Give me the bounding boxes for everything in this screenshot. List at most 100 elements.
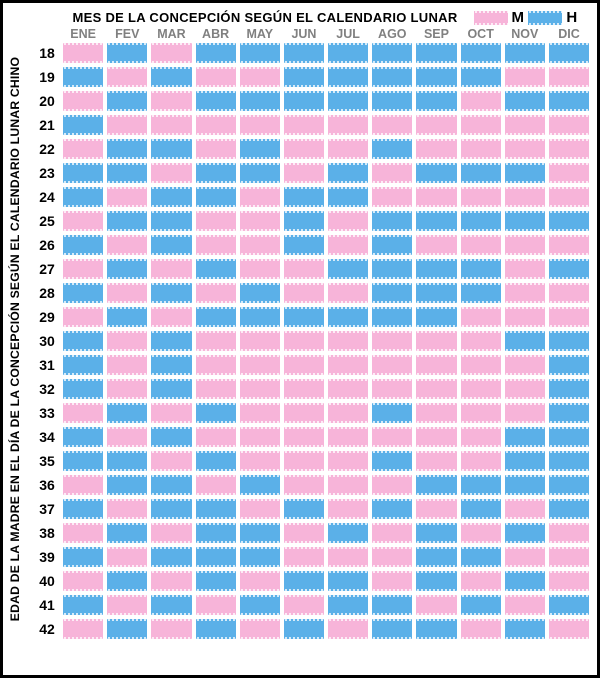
calendar-cell xyxy=(505,403,545,423)
calendar-cell xyxy=(549,379,589,399)
calendar-cell xyxy=(240,307,280,327)
age-row: 33 xyxy=(33,401,591,425)
calendar-cell xyxy=(461,115,501,135)
calendar-cell xyxy=(240,187,280,207)
calendar-cell xyxy=(416,379,456,399)
calendar-cell xyxy=(549,307,589,327)
calendar-cell xyxy=(461,67,501,87)
calendar-cell xyxy=(505,187,545,207)
calendar-cell xyxy=(63,283,103,303)
calendar-cell xyxy=(505,571,545,591)
calendar-cell xyxy=(240,619,280,639)
calendar-cell xyxy=(63,115,103,135)
calendar-cell xyxy=(151,379,191,399)
calendar-cell xyxy=(372,43,412,63)
age-label: 23 xyxy=(33,165,61,181)
age-row: 42 xyxy=(33,617,591,641)
calendar-cell xyxy=(107,163,147,183)
month-header: JUN xyxy=(282,27,326,41)
age-label: 38 xyxy=(33,525,61,541)
calendar-cell xyxy=(549,235,589,255)
calendar-cell xyxy=(107,595,147,615)
calendar-cell xyxy=(284,259,324,279)
calendar-cell xyxy=(63,211,103,231)
calendar-cell xyxy=(151,187,191,207)
calendar-cell xyxy=(240,475,280,495)
age-label: 24 xyxy=(33,189,61,205)
calendar-cell xyxy=(196,67,236,87)
calendar-cell xyxy=(284,91,324,111)
calendar-cell xyxy=(107,547,147,567)
calendar-cell xyxy=(63,499,103,519)
calendar-cell xyxy=(505,331,545,351)
age-row: 31 xyxy=(33,353,591,377)
calendar-cell xyxy=(505,91,545,111)
calendar-cell xyxy=(284,571,324,591)
calendar-cell xyxy=(240,499,280,519)
month-header: OCT xyxy=(459,27,503,41)
calendar-cell xyxy=(416,403,456,423)
calendar-cell xyxy=(107,259,147,279)
calendar-cell xyxy=(196,115,236,135)
calendar-cell xyxy=(549,115,589,135)
age-row: 41 xyxy=(33,593,591,617)
calendar-cell xyxy=(107,619,147,639)
calendar-cell xyxy=(240,139,280,159)
calendar-cell xyxy=(151,235,191,255)
age-row: 37 xyxy=(33,497,591,521)
calendar-cell xyxy=(372,475,412,495)
calendar-cell xyxy=(107,355,147,375)
legend-label-h: H xyxy=(566,9,577,26)
calendar-cell xyxy=(63,379,103,399)
calendar-cell xyxy=(240,571,280,591)
calendar-cell xyxy=(461,331,501,351)
calendar-cell xyxy=(505,283,545,303)
age-label: 27 xyxy=(33,261,61,277)
legend-swatch-h xyxy=(528,11,562,25)
age-label: 18 xyxy=(33,45,61,61)
calendar-cell xyxy=(549,139,589,159)
calendar-cell xyxy=(196,451,236,471)
calendar-cell xyxy=(107,139,147,159)
age-label: 30 xyxy=(33,333,61,349)
calendar-cell xyxy=(549,187,589,207)
age-row: 21 xyxy=(33,113,591,137)
calendar-frame: MES DE LA CONCEPCIÓN SEGÚN EL CALENDARIO… xyxy=(0,0,600,678)
calendar-cell xyxy=(328,331,368,351)
age-row: 20 xyxy=(33,89,591,113)
age-label: 41 xyxy=(33,597,61,613)
calendar-cell xyxy=(196,331,236,351)
calendar-cell xyxy=(240,523,280,543)
calendar-cell xyxy=(416,211,456,231)
calendar-cell xyxy=(416,259,456,279)
month-header: DIC xyxy=(547,27,591,41)
age-row: 27 xyxy=(33,257,591,281)
calendar-cell xyxy=(328,259,368,279)
calendar-cell xyxy=(416,427,456,447)
calendar-cell xyxy=(461,163,501,183)
calendar-cell xyxy=(328,307,368,327)
calendar-cell xyxy=(505,211,545,231)
age-row: 34 xyxy=(33,425,591,449)
calendar-cell xyxy=(196,43,236,63)
calendar-cell xyxy=(107,187,147,207)
calendar-cell xyxy=(372,163,412,183)
calendar-cell xyxy=(505,523,545,543)
calendar-cell xyxy=(240,163,280,183)
calendar-cell xyxy=(151,499,191,519)
calendar-cell xyxy=(151,355,191,375)
month-header: MAY xyxy=(238,27,282,41)
calendar-cell xyxy=(328,67,368,87)
month-header: MAR xyxy=(149,27,193,41)
calendar-cell xyxy=(63,475,103,495)
vertical-axis-label: EDAD DE LA MADRE EN EL DÍA DE LA CONCEPC… xyxy=(8,9,22,669)
calendar-cell xyxy=(284,547,324,567)
calendar-cell xyxy=(107,379,147,399)
calendar-cell xyxy=(63,595,103,615)
calendar-cell xyxy=(284,235,324,255)
calendar-cell xyxy=(196,523,236,543)
calendar-cell xyxy=(549,403,589,423)
calendar-cell xyxy=(328,499,368,519)
calendar-cell xyxy=(107,499,147,519)
calendar-cell xyxy=(107,115,147,135)
